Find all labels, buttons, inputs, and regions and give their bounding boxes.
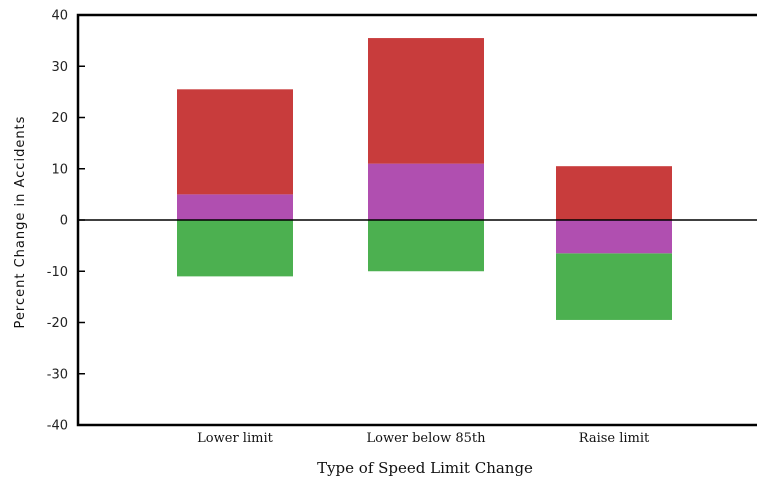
- x-axis-title: Type of Speed Limit Change: [317, 459, 533, 477]
- x-axis-category-labels: Lower limit Lower below 85th Raise limit: [197, 431, 650, 446]
- y-tick-label: -20: [47, 316, 68, 331]
- y-axis-ticks: 40 30 20 10 0 -10 -20 -30 -40: [47, 9, 85, 434]
- bar-segment-0-1: [368, 220, 484, 272]
- bar-segment-1-0: [177, 194, 293, 220]
- y-tick-label: 10: [51, 162, 68, 177]
- y-tick-label: 0: [60, 214, 68, 229]
- y-tick-label: 20: [51, 111, 68, 126]
- bar-segment-2-0: [177, 89, 293, 195]
- y-tick-label: -40: [47, 419, 68, 434]
- bar-segment-2-2: [556, 166, 672, 220]
- bar-segment-0-0: [177, 220, 293, 277]
- x-category-label: Lower limit: [197, 431, 273, 446]
- y-tick-label: -10: [47, 265, 68, 280]
- bar-segment-2-1: [368, 38, 484, 164]
- y-tick-label: 40: [51, 9, 68, 24]
- y-tick-label: -30: [47, 367, 68, 382]
- y-tick-label: 30: [51, 60, 68, 75]
- bar-segment-1-1: [368, 163, 484, 220]
- x-category-label: Lower below 85th: [366, 431, 486, 446]
- y-axis-title: Percent Change in Accidents: [13, 116, 28, 329]
- bar-segment-0-2: [556, 253, 672, 320]
- x-category-label: Raise limit: [579, 431, 650, 446]
- bar-segment-1-2: [556, 220, 672, 254]
- bars-group: [177, 38, 672, 320]
